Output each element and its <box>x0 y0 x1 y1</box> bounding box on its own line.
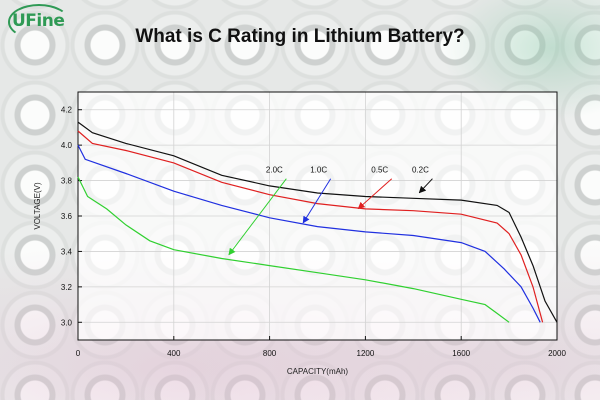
y-tick-label: 3.8 <box>61 177 73 186</box>
y-axis-title: VOLTAGE(V) <box>33 182 42 230</box>
series-line-2-0c <box>77 176 510 323</box>
series-arrow-0-5c <box>357 178 393 210</box>
y-tick-label: 3.6 <box>61 212 73 221</box>
series-line-0-2c <box>77 121 558 323</box>
series-label-0-5c: 0.5C <box>371 166 388 175</box>
x-axis-title: CAPACITY(mAh) <box>287 367 349 376</box>
x-tick-label: 800 <box>263 349 277 358</box>
series-arrow-1-0c <box>302 178 332 224</box>
y-tick-label: 3.0 <box>61 318 73 327</box>
series-line-0-5c <box>77 130 544 323</box>
series-arrow-2-0c <box>228 178 287 256</box>
x-tick-label: 0 <box>76 349 81 358</box>
x-tick-label: 400 <box>167 349 181 358</box>
series-label-2-0c: 2.0C <box>266 166 283 175</box>
y-tick-label: 3.2 <box>61 283 73 292</box>
page-title: What is C Rating in Lithium Battery? <box>135 26 465 47</box>
y-tick-label: 4.0 <box>61 141 73 150</box>
x-tick-label: 1600 <box>452 349 470 358</box>
y-tick-label: 4.2 <box>61 106 73 115</box>
series-label-0-2c: 0.2C <box>412 166 429 175</box>
series-label-1-0c: 1.0C <box>310 166 327 175</box>
series-line-1-0c <box>77 144 541 323</box>
series-arrow-0-2c <box>418 178 433 194</box>
logo-arc-icon <box>8 4 70 40</box>
x-tick-label: 1200 <box>357 349 375 358</box>
x-tick-label: 2000 <box>548 349 566 358</box>
y-tick-label: 3.4 <box>61 247 73 256</box>
ufine-logo: UFine <box>8 4 70 40</box>
